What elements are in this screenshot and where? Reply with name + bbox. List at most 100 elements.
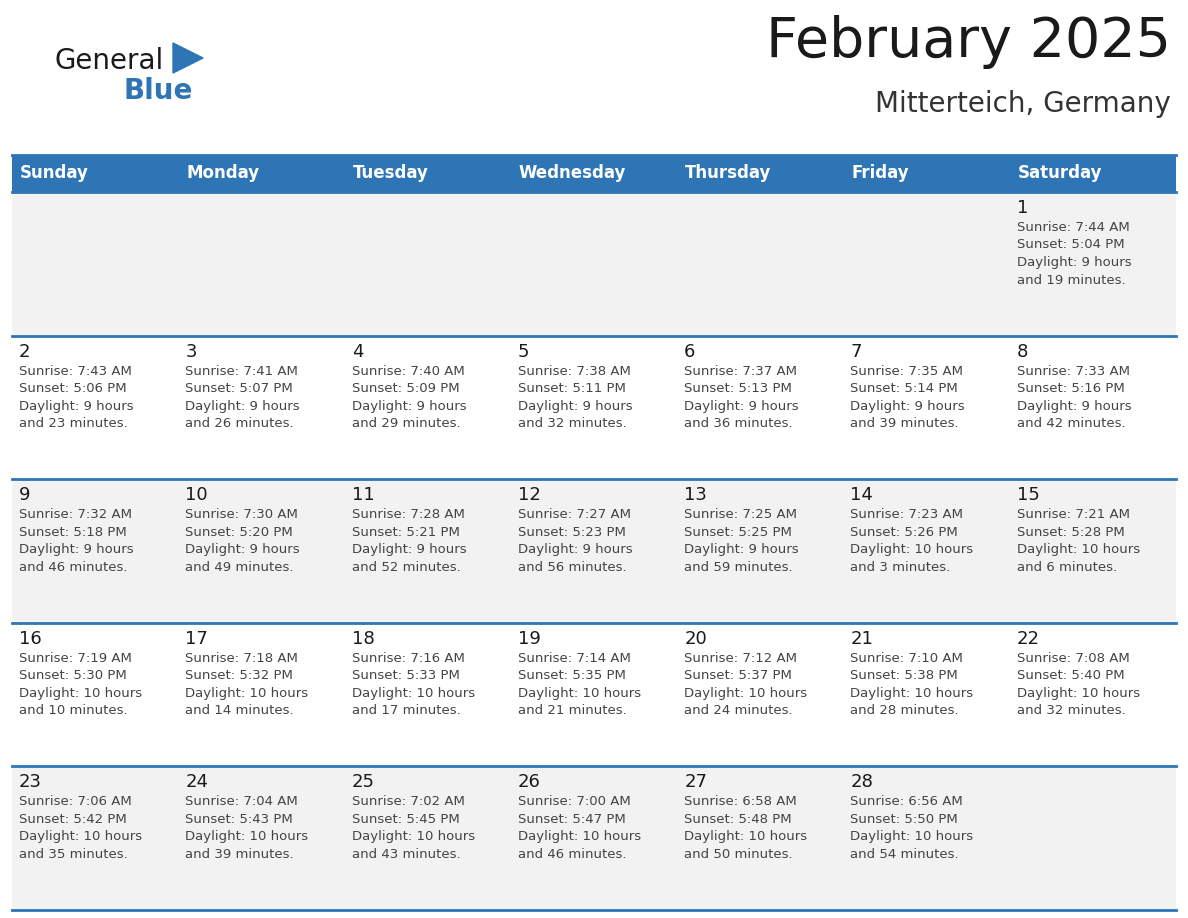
- Text: Sunrise: 7:28 AM
Sunset: 5:21 PM
Daylight: 9 hours
and 52 minutes.: Sunrise: 7:28 AM Sunset: 5:21 PM Dayligh…: [352, 509, 466, 574]
- Text: 16: 16: [19, 630, 42, 648]
- Bar: [12, 336, 178, 479]
- Text: 6: 6: [684, 342, 695, 361]
- Text: Sunrise: 7:12 AM
Sunset: 5:37 PM
Daylight: 10 hours
and 24 minutes.: Sunrise: 7:12 AM Sunset: 5:37 PM Dayligh…: [684, 652, 808, 717]
- Text: Sunrise: 6:58 AM
Sunset: 5:48 PM
Daylight: 10 hours
and 50 minutes.: Sunrise: 6:58 AM Sunset: 5:48 PM Dayligh…: [684, 795, 808, 861]
- Text: 10: 10: [185, 487, 208, 504]
- Text: 14: 14: [851, 487, 873, 504]
- Bar: [511, 479, 677, 622]
- Bar: [178, 767, 345, 910]
- Text: Sunrise: 7:04 AM
Sunset: 5:43 PM
Daylight: 10 hours
and 39 minutes.: Sunrise: 7:04 AM Sunset: 5:43 PM Dayligh…: [185, 795, 309, 861]
- Text: Sunrise: 6:56 AM
Sunset: 5:50 PM
Daylight: 10 hours
and 54 minutes.: Sunrise: 6:56 AM Sunset: 5:50 PM Dayligh…: [851, 795, 973, 861]
- Bar: [178, 479, 345, 622]
- Text: Sunrise: 7:35 AM
Sunset: 5:14 PM
Daylight: 9 hours
and 39 minutes.: Sunrise: 7:35 AM Sunset: 5:14 PM Dayligh…: [851, 364, 965, 431]
- Bar: [677, 155, 843, 192]
- Text: 24: 24: [185, 773, 208, 791]
- Bar: [677, 336, 843, 479]
- Text: Sunrise: 7:30 AM
Sunset: 5:20 PM
Daylight: 9 hours
and 49 minutes.: Sunrise: 7:30 AM Sunset: 5:20 PM Dayligh…: [185, 509, 299, 574]
- Bar: [1010, 479, 1176, 622]
- Bar: [12, 155, 178, 192]
- Text: 5: 5: [518, 342, 530, 361]
- Text: February 2025: February 2025: [766, 15, 1171, 69]
- Bar: [511, 336, 677, 479]
- Text: 1: 1: [1017, 199, 1028, 217]
- Text: Sunrise: 7:06 AM
Sunset: 5:42 PM
Daylight: 10 hours
and 35 minutes.: Sunrise: 7:06 AM Sunset: 5:42 PM Dayligh…: [19, 795, 143, 861]
- Text: General: General: [55, 47, 164, 75]
- Text: 7: 7: [851, 342, 862, 361]
- Text: Wednesday: Wednesday: [519, 164, 626, 183]
- Text: 20: 20: [684, 630, 707, 648]
- Text: Sunrise: 7:14 AM
Sunset: 5:35 PM
Daylight: 10 hours
and 21 minutes.: Sunrise: 7:14 AM Sunset: 5:35 PM Dayligh…: [518, 652, 642, 717]
- Bar: [12, 192, 178, 336]
- Bar: [345, 622, 511, 767]
- Bar: [345, 767, 511, 910]
- Text: Sunrise: 7:25 AM
Sunset: 5:25 PM
Daylight: 9 hours
and 59 minutes.: Sunrise: 7:25 AM Sunset: 5:25 PM Dayligh…: [684, 509, 798, 574]
- Bar: [843, 155, 1010, 192]
- Bar: [511, 155, 677, 192]
- Bar: [511, 767, 677, 910]
- Text: Mitterteich, Germany: Mitterteich, Germany: [876, 90, 1171, 118]
- Text: 21: 21: [851, 630, 873, 648]
- Text: Sunrise: 7:21 AM
Sunset: 5:28 PM
Daylight: 10 hours
and 6 minutes.: Sunrise: 7:21 AM Sunset: 5:28 PM Dayligh…: [1017, 509, 1139, 574]
- Text: 26: 26: [518, 773, 541, 791]
- Text: 13: 13: [684, 487, 707, 504]
- Text: Sunrise: 7:37 AM
Sunset: 5:13 PM
Daylight: 9 hours
and 36 minutes.: Sunrise: 7:37 AM Sunset: 5:13 PM Dayligh…: [684, 364, 798, 431]
- Bar: [1010, 767, 1176, 910]
- Bar: [345, 479, 511, 622]
- Bar: [1010, 155, 1176, 192]
- Text: Sunrise: 7:44 AM
Sunset: 5:04 PM
Daylight: 9 hours
and 19 minutes.: Sunrise: 7:44 AM Sunset: 5:04 PM Dayligh…: [1017, 221, 1131, 286]
- Text: 8: 8: [1017, 342, 1028, 361]
- Text: Tuesday: Tuesday: [353, 164, 429, 183]
- Text: 22: 22: [1017, 630, 1040, 648]
- Text: 19: 19: [518, 630, 541, 648]
- Text: 18: 18: [352, 630, 374, 648]
- Text: Sunrise: 7:43 AM
Sunset: 5:06 PM
Daylight: 9 hours
and 23 minutes.: Sunrise: 7:43 AM Sunset: 5:06 PM Dayligh…: [19, 364, 133, 431]
- Text: 12: 12: [518, 487, 541, 504]
- Text: Sunrise: 7:38 AM
Sunset: 5:11 PM
Daylight: 9 hours
and 32 minutes.: Sunrise: 7:38 AM Sunset: 5:11 PM Dayligh…: [518, 364, 632, 431]
- Text: 28: 28: [851, 773, 873, 791]
- Bar: [12, 622, 178, 767]
- Text: Sunrise: 7:32 AM
Sunset: 5:18 PM
Daylight: 9 hours
and 46 minutes.: Sunrise: 7:32 AM Sunset: 5:18 PM Dayligh…: [19, 509, 133, 574]
- Bar: [843, 192, 1010, 336]
- Bar: [178, 336, 345, 479]
- Text: Thursday: Thursday: [685, 164, 771, 183]
- Bar: [843, 479, 1010, 622]
- Text: Blue: Blue: [124, 77, 192, 105]
- Bar: [511, 622, 677, 767]
- Bar: [843, 336, 1010, 479]
- Bar: [345, 336, 511, 479]
- Text: Sunrise: 7:00 AM
Sunset: 5:47 PM
Daylight: 10 hours
and 46 minutes.: Sunrise: 7:00 AM Sunset: 5:47 PM Dayligh…: [518, 795, 642, 861]
- Text: 23: 23: [19, 773, 42, 791]
- Bar: [843, 767, 1010, 910]
- Text: 17: 17: [185, 630, 208, 648]
- Bar: [12, 479, 178, 622]
- Bar: [12, 767, 178, 910]
- Bar: [178, 192, 345, 336]
- Bar: [677, 479, 843, 622]
- Bar: [1010, 336, 1176, 479]
- Bar: [345, 155, 511, 192]
- Text: 27: 27: [684, 773, 707, 791]
- Bar: [843, 622, 1010, 767]
- Text: 25: 25: [352, 773, 374, 791]
- Bar: [511, 192, 677, 336]
- Text: 11: 11: [352, 487, 374, 504]
- Text: 2: 2: [19, 342, 31, 361]
- Text: 3: 3: [185, 342, 197, 361]
- Text: Sunrise: 7:23 AM
Sunset: 5:26 PM
Daylight: 10 hours
and 3 minutes.: Sunrise: 7:23 AM Sunset: 5:26 PM Dayligh…: [851, 509, 973, 574]
- Text: Sunrise: 7:33 AM
Sunset: 5:16 PM
Daylight: 9 hours
and 42 minutes.: Sunrise: 7:33 AM Sunset: 5:16 PM Dayligh…: [1017, 364, 1131, 431]
- Text: Sunrise: 7:08 AM
Sunset: 5:40 PM
Daylight: 10 hours
and 32 minutes.: Sunrise: 7:08 AM Sunset: 5:40 PM Dayligh…: [1017, 652, 1139, 717]
- Bar: [1010, 622, 1176, 767]
- Bar: [677, 192, 843, 336]
- Text: 4: 4: [352, 342, 364, 361]
- Text: Sunrise: 7:18 AM
Sunset: 5:32 PM
Daylight: 10 hours
and 14 minutes.: Sunrise: 7:18 AM Sunset: 5:32 PM Dayligh…: [185, 652, 309, 717]
- Text: Friday: Friday: [852, 164, 909, 183]
- Bar: [1010, 192, 1176, 336]
- Bar: [178, 155, 345, 192]
- Text: Sunrise: 7:41 AM
Sunset: 5:07 PM
Daylight: 9 hours
and 26 minutes.: Sunrise: 7:41 AM Sunset: 5:07 PM Dayligh…: [185, 364, 299, 431]
- Text: Sunrise: 7:10 AM
Sunset: 5:38 PM
Daylight: 10 hours
and 28 minutes.: Sunrise: 7:10 AM Sunset: 5:38 PM Dayligh…: [851, 652, 973, 717]
- Text: Sunrise: 7:19 AM
Sunset: 5:30 PM
Daylight: 10 hours
and 10 minutes.: Sunrise: 7:19 AM Sunset: 5:30 PM Dayligh…: [19, 652, 143, 717]
- Text: Sunday: Sunday: [20, 164, 89, 183]
- Polygon shape: [173, 43, 203, 73]
- Text: Sunrise: 7:02 AM
Sunset: 5:45 PM
Daylight: 10 hours
and 43 minutes.: Sunrise: 7:02 AM Sunset: 5:45 PM Dayligh…: [352, 795, 475, 861]
- Bar: [677, 767, 843, 910]
